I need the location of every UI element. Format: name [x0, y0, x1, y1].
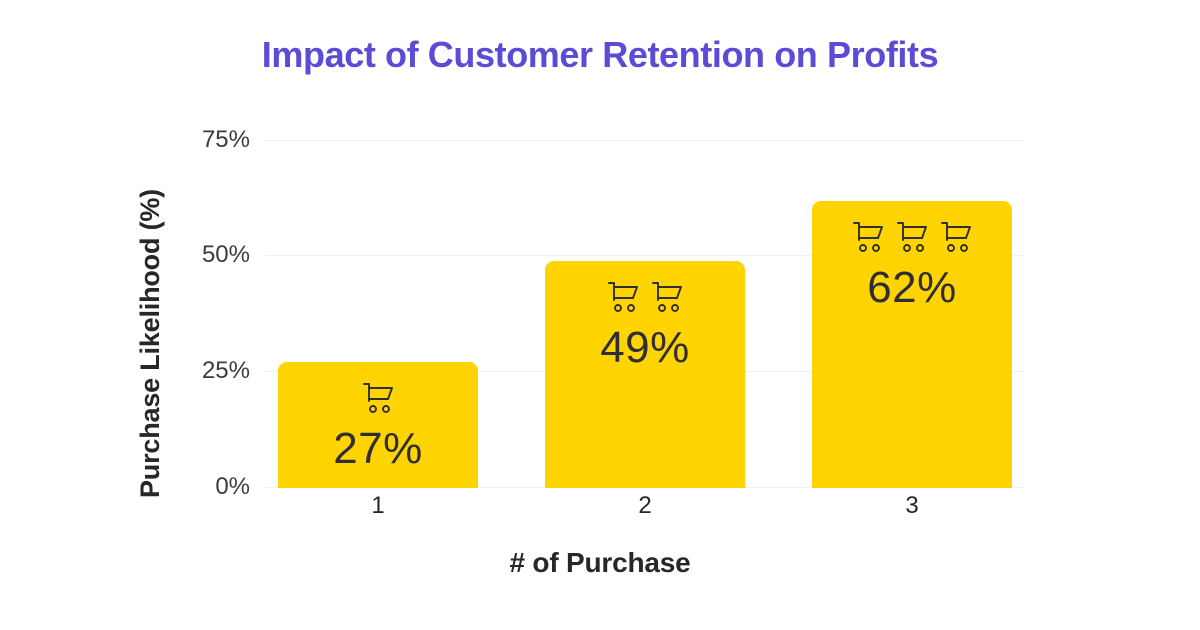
- shopping-cart-icon: [897, 222, 927, 252]
- bar-2-value-label: 49%: [600, 323, 690, 372]
- bar-category-1[interactable]: 27%: [278, 362, 478, 488]
- y-axis-title: Purchase Likelihood (%): [135, 189, 165, 498]
- bar-3-value-label: 62%: [867, 263, 957, 312]
- x-tick-label-3: 3: [905, 492, 919, 519]
- plot-area: 27% 49%: [265, 130, 1025, 488]
- shopping-cart-icon: [652, 282, 682, 312]
- shopping-cart-icon: [853, 222, 883, 252]
- shopping-cart-icon: [363, 383, 393, 413]
- bar-2-icon-group: [603, 279, 687, 319]
- y-tick-label-25: 25%: [201, 357, 250, 384]
- bar-1-icon-group: [358, 380, 398, 420]
- shopping-cart-icon: [941, 222, 971, 252]
- y-tick-label-75: 75%: [201, 126, 250, 153]
- bar-1-value-label: 27%: [333, 424, 423, 473]
- bar-category-2[interactable]: 49%: [545, 261, 745, 488]
- x-axis-title: # of Purchase: [509, 547, 691, 578]
- gridline-50: [265, 255, 1025, 256]
- chart-title: Impact of Customer Retention on Profits: [261, 34, 939, 75]
- gridline-75: [265, 140, 1025, 141]
- bar-category-3[interactable]: 62%: [812, 201, 1012, 488]
- shopping-cart-icon: [608, 282, 638, 312]
- y-tick-label-0: 0%: [215, 473, 250, 500]
- bar-3-icon-group: [848, 219, 976, 259]
- x-tick-label-1: 1: [371, 492, 385, 519]
- x-tick-label-2: 2: [638, 492, 652, 519]
- y-tick-label-50: 50%: [201, 241, 250, 268]
